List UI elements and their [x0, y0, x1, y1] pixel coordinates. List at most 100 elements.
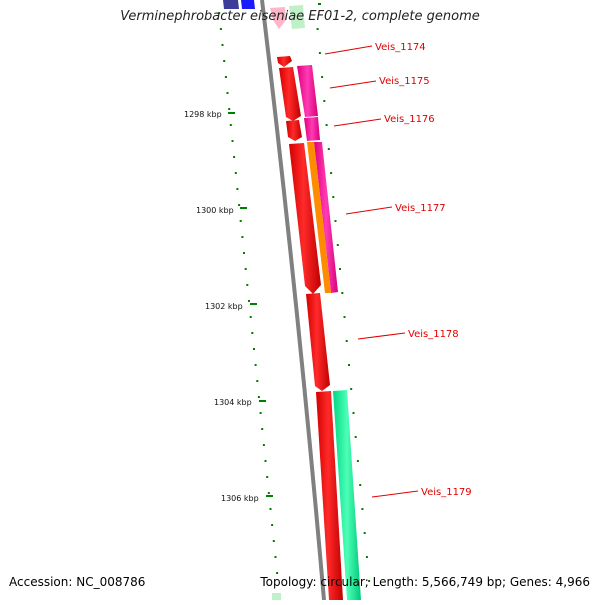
genome-info-text: Topology: circular; Length: 5,566,749 bp…: [260, 575, 590, 589]
leader-line: [357, 332, 406, 340]
track-dot: [266, 476, 269, 478]
track-dot: [229, 124, 232, 126]
position-tick-label: 1302 kbp: [205, 302, 243, 311]
position-tick-1306: [266, 495, 273, 497]
track-dot: [224, 76, 227, 78]
track-dot: [243, 252, 245, 254]
track-dot: [318, 52, 321, 54]
leader-line: [329, 80, 377, 89]
track-dot: [269, 508, 272, 510]
leader-line: [345, 206, 393, 215]
track-dot: [234, 172, 237, 174]
track-dot: [239, 220, 242, 222]
leader-line: [371, 490, 419, 498]
track-dot: [332, 196, 335, 198]
track-dot: [356, 460, 359, 462]
position-tick-label: 1306 kbp: [221, 494, 259, 503]
feature-green[interactable]: [333, 390, 361, 600]
gene-veis-1174[interactable]: [277, 56, 292, 67]
track-dot: [248, 300, 250, 302]
track-dot: [226, 92, 229, 94]
track-dot: [231, 140, 234, 142]
accession-text: Accession: NC_008786: [9, 575, 146, 589]
track-dot: [339, 268, 341, 270]
track-dot: [341, 292, 344, 294]
track-dot: [238, 204, 241, 206]
track-dot: [336, 244, 339, 246]
track-dot: [361, 508, 364, 510]
track-dot: [350, 388, 353, 390]
gene-label-veis-1176[interactable]: Veis_1176: [384, 114, 435, 125]
track-dot: [368, 580, 371, 582]
position-tick-label: 1304 kbp: [214, 398, 252, 407]
track-dot: [236, 188, 239, 190]
tick-mark-top: [318, 3, 321, 5]
feature-magenta-1[interactable]: [297, 65, 318, 117]
position-tick-label: 1298 kbp: [184, 110, 222, 119]
gene-veis-1179[interactable]: [316, 391, 343, 600]
gene-label-veis-1175[interactable]: Veis_1175: [379, 76, 430, 87]
track-dot: [241, 236, 244, 238]
track-dot: [348, 364, 350, 366]
gene-label-veis-1174[interactable]: Veis_1174: [375, 42, 426, 53]
position-tick-1298: [228, 112, 235, 114]
tick-track: [218, 12, 279, 574]
feature-orange[interactable]: [307, 142, 331, 293]
position-tick-1302: [250, 303, 257, 305]
track-dot: [246, 284, 249, 286]
genome-backbone: [260, 0, 326, 601]
gene-veis-1178[interactable]: [306, 293, 330, 391]
feature-magenta-2[interactable]: [304, 117, 320, 141]
position-tick-label: 1300 kbp: [196, 206, 234, 215]
track-dot: [345, 340, 348, 342]
track-dot: [325, 124, 328, 126]
track-dot: [262, 444, 265, 446]
track-dot: [264, 460, 267, 462]
feature-pink-light[interactable]: [270, 7, 286, 29]
leader-line: [324, 45, 373, 55]
track-dot: [257, 396, 260, 398]
feature-green-bottom[interactable]: [272, 593, 281, 600]
leader-line: [333, 118, 382, 127]
gene-label-veis-1177[interactable]: Veis_1177: [395, 203, 446, 214]
track-dot: [228, 108, 231, 110]
track-dot: [327, 148, 330, 150]
track-dot: [256, 380, 259, 382]
track-dot: [274, 556, 277, 558]
track-dot: [321, 76, 324, 78]
gene-label-veis-1179[interactable]: Veis_1179: [421, 487, 472, 498]
track-dot: [323, 100, 326, 102]
track-dot: [218, 12, 221, 14]
track-dot: [271, 524, 274, 526]
feature-blue[interactable]: [241, 0, 255, 9]
track-dot: [221, 44, 224, 46]
position-tick-1300: [240, 207, 247, 209]
track-dot: [261, 428, 264, 430]
track-dot: [253, 348, 255, 350]
track-dot: [352, 412, 355, 414]
track-dot: [259, 412, 262, 414]
track-dot: [254, 364, 257, 366]
track-dot: [249, 316, 252, 318]
feature-blue-dark[interactable]: [223, 0, 239, 9]
track-dot: [276, 572, 279, 574]
track-dot: [233, 156, 236, 158]
track-dot: [365, 556, 368, 558]
track-dot: [359, 484, 362, 486]
track-dot: [272, 540, 275, 542]
track-dot: [316, 28, 319, 30]
track-dot: [244, 268, 247, 270]
genome-title: Verminephrobacter eiseniae EF01-2, compl…: [120, 9, 480, 24]
track-dot: [219, 28, 222, 30]
gene-label-veis-1178[interactable]: Veis_1178: [408, 329, 459, 340]
feature-magenta-3[interactable]: [314, 142, 338, 293]
track-dot: [267, 492, 270, 494]
gene-veis-1175[interactable]: [279, 67, 301, 121]
feature-green-light[interactable]: [289, 5, 305, 29]
gene-veis-1176[interactable]: [286, 120, 302, 141]
track-dot: [343, 316, 346, 318]
track-dot: [354, 436, 357, 438]
gene-veis-1177[interactable]: [289, 143, 321, 294]
